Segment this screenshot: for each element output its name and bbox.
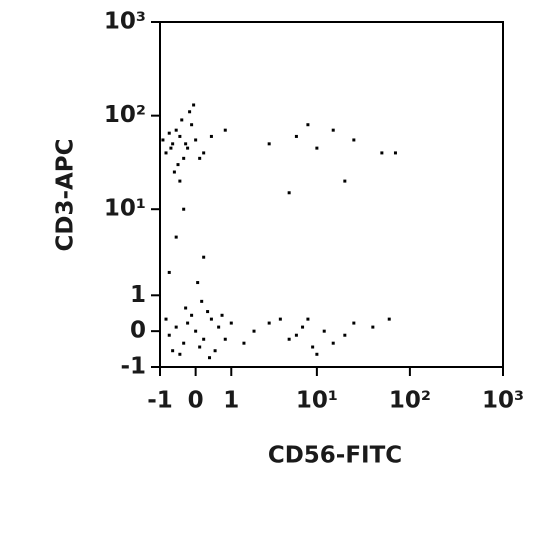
point [202,151,206,155]
point [198,156,202,160]
point [242,341,246,345]
point [182,341,186,345]
point [278,317,282,321]
point [380,151,384,155]
point [206,310,210,314]
point [182,207,186,211]
point [186,321,190,325]
point [198,345,202,349]
point [200,299,204,303]
point [294,134,298,138]
point [184,306,188,310]
point [220,313,224,317]
point [192,103,196,107]
point [180,118,184,122]
point [352,138,356,142]
point [167,270,171,274]
point [161,138,165,142]
point [196,281,200,285]
point [315,146,319,150]
point [202,255,206,259]
y-tick-label: -1 [120,354,146,380]
point [393,151,397,155]
y-axis-label: CD3-APC [53,138,79,251]
point [178,179,182,183]
x-tick-label: -1 [147,388,173,414]
y-tick-label: 10³ [104,9,146,35]
x-tick-label: 0 [188,388,204,414]
point [267,321,271,325]
point [167,131,171,135]
y-tick-label: 10² [104,102,146,128]
point [174,235,178,239]
point [229,321,233,325]
point [294,333,298,337]
point [208,356,212,360]
point [287,191,291,195]
point [182,156,186,160]
x-tick-label: 1 [223,388,239,414]
point [178,134,182,138]
point [172,170,176,174]
x-tick-label: 10¹ [296,388,338,414]
x-tick-label: 10² [389,388,431,414]
point [194,329,198,333]
point [322,329,326,333]
point [202,337,206,341]
point [164,317,168,321]
point [387,317,391,321]
point [343,179,347,183]
point [190,123,194,127]
point [331,341,335,345]
point [171,142,175,146]
point [174,128,178,132]
point [331,128,335,132]
y-tick-label: 0 [130,318,146,344]
y-tick-label: 1 [130,282,146,308]
point [301,325,305,329]
point [184,142,188,146]
point [186,146,190,150]
point [223,128,227,132]
point [311,345,315,349]
y-tick-label: 10¹ [104,196,146,222]
plot-frame [159,21,504,368]
point [371,325,375,329]
point [287,337,291,341]
point [306,123,310,127]
point [169,146,173,150]
point [190,313,194,317]
point [178,352,182,356]
point [213,349,217,353]
point [217,325,221,329]
point [209,134,213,138]
x-tick-label: 10³ [482,388,524,414]
point [315,352,319,356]
point [252,329,256,333]
point [352,321,356,325]
point [343,333,347,337]
point [267,142,271,146]
point [194,138,198,142]
point [306,317,310,321]
point [209,317,213,321]
point [164,151,168,155]
point [167,333,171,337]
point [174,325,178,329]
point [223,337,227,341]
point [176,163,180,167]
point [188,110,192,114]
point [171,349,175,353]
x-axis-label: CD56-FITC [268,443,402,469]
